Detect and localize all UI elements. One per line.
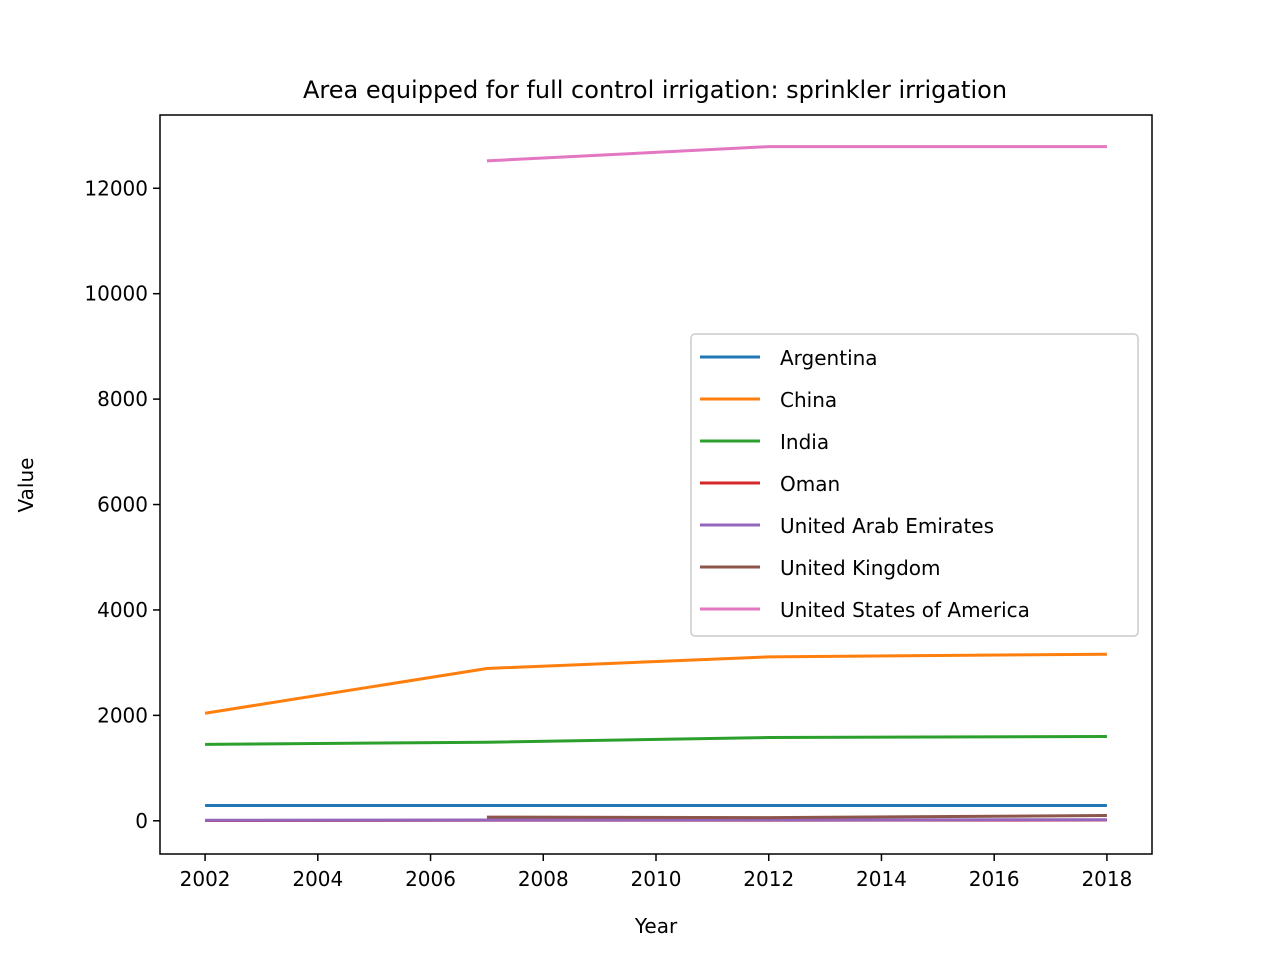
series-line-united-arab-emirates — [205, 818, 1107, 822]
y-tick-label-4000: 4000 — [97, 598, 148, 622]
plot-area — [204, 145, 1107, 823]
x-axis-label: Year — [634, 914, 678, 938]
x-tick-label-2002: 2002 — [180, 867, 231, 891]
series-line-china — [204, 652, 1107, 715]
series-line-united-kingdom — [486, 814, 1107, 820]
x-tick-label-2018: 2018 — [1081, 867, 1132, 891]
legend-label-india: India — [780, 430, 829, 454]
x-tick-label-2016: 2016 — [969, 867, 1020, 891]
x-tick-label-2004: 2004 — [292, 867, 343, 891]
x-tick-label-2010: 2010 — [631, 867, 682, 891]
legend-label-china: China — [780, 388, 837, 412]
y-tick-label-2000: 2000 — [97, 703, 148, 727]
legend: Argentina China India Oman United Arab Emira… — [690, 333, 1139, 637]
x-tick-label-2008: 2008 — [518, 867, 569, 891]
series-line-india — [205, 734, 1107, 746]
series-line-united-states-of-america — [486, 145, 1107, 163]
legend-label-united-arab-emirates: United Arab Emirates — [780, 514, 994, 538]
y-tick-label-6000: 6000 — [97, 493, 148, 517]
y-tick-label-12000: 12000 — [84, 176, 148, 200]
y-tick-label-0: 0 — [135, 809, 148, 833]
y-axis: 0 2000 4000 6000 8000 10000 12000 — [84, 176, 160, 833]
y-tick-label-10000: 10000 — [84, 282, 148, 306]
x-axis: 2002 2004 2006 2008 2010 2012 2014 2016 2018 — [180, 854, 1132, 891]
legend-label-oman: Oman — [780, 472, 840, 496]
y-tick-label-8000: 8000 — [97, 387, 148, 411]
x-tick-label-2012: 2012 — [743, 867, 794, 891]
x-tick-label-2014: 2014 — [856, 867, 907, 891]
legend-label-united-kingdom: United Kingdom — [780, 556, 941, 580]
legend-label-argentina: Argentina — [780, 346, 878, 370]
y-axis-label: Value — [14, 458, 38, 513]
x-tick-label-2006: 2006 — [405, 867, 456, 891]
legend-box — [690, 333, 1139, 637]
chart-title: Area equipped for full control irrigatio… — [303, 76, 1007, 104]
legend-label-united-states-of-america: United States of America — [780, 598, 1030, 622]
